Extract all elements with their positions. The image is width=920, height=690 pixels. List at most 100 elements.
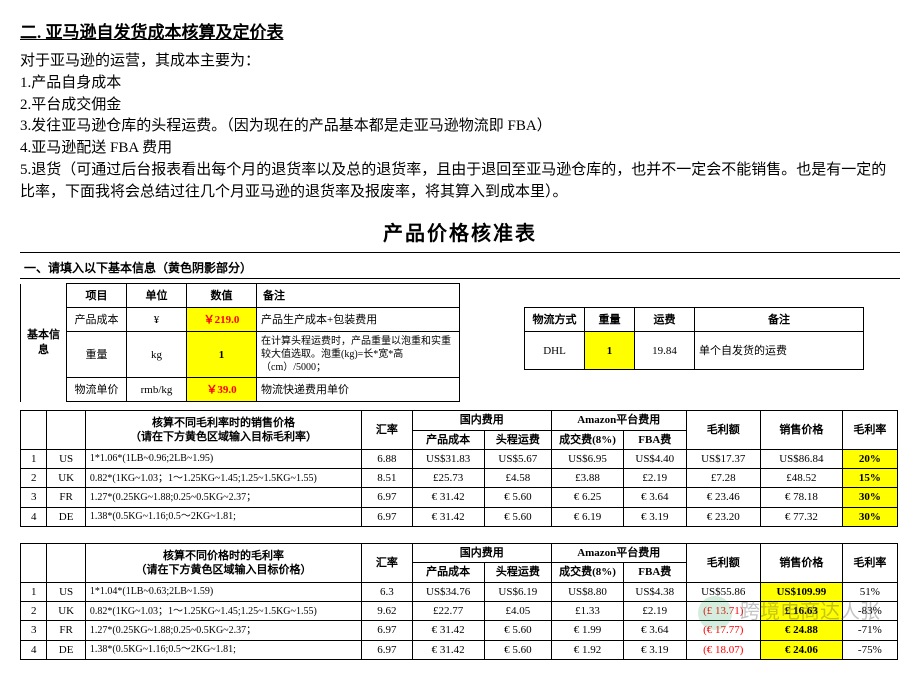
cell: 8.51 bbox=[362, 469, 412, 488]
col-header: 毛利额 bbox=[686, 411, 760, 450]
cell: US$8.80 bbox=[551, 582, 623, 601]
col-header: 汇率 bbox=[362, 544, 412, 583]
cell: 6.88 bbox=[362, 449, 412, 468]
cell: (€ 18.07) bbox=[686, 640, 760, 659]
col-header: 数值 bbox=[187, 284, 257, 308]
cell: UK bbox=[47, 601, 85, 620]
cell: 1*1.04*(1LB~0.63;2LB~1.59) bbox=[85, 582, 361, 601]
col-header: 成交费(8%) bbox=[551, 563, 623, 582]
cell[interactable]: 30% bbox=[842, 507, 897, 526]
table-row: 2UK0.82*(1KG~1.03；1～1.25KG~1.45;1.25~1.5… bbox=[21, 469, 898, 488]
basic-row: 重量 kg 1 在计算头程运费时，产品重量以泡重和实重较大值选取。泡重(kg)=… bbox=[21, 332, 460, 378]
col-header: Amazon平台费用 bbox=[551, 544, 686, 563]
intro-line: 1.产品自身成本 bbox=[20, 73, 900, 95]
cell: £4.05 bbox=[484, 601, 551, 620]
intro-text: 对于亚马逊的运营，其成本主要为： 1.产品自身成本 2.平台成交佣金 3.发往亚… bbox=[20, 51, 900, 203]
margin-rate-table: 核算不同价格时的毛利率 （请在下方黄色区域输入目标价格） 汇率 国内费用 Ama… bbox=[20, 543, 898, 660]
cell: € 6.25 bbox=[551, 488, 623, 507]
cell[interactable]: 15% bbox=[842, 469, 897, 488]
cell: € 23.46 bbox=[686, 488, 760, 507]
cell: € 31.42 bbox=[412, 507, 484, 526]
col-header: 备注 bbox=[695, 308, 864, 332]
cell: US$4.38 bbox=[624, 582, 686, 601]
input-cell[interactable]: ￥39.0 bbox=[187, 378, 257, 402]
cell[interactable]: £ 16.63 bbox=[761, 601, 843, 620]
cell: £22.77 bbox=[412, 601, 484, 620]
cell: 3 bbox=[21, 621, 47, 640]
cell[interactable]: € 24.06 bbox=[761, 640, 843, 659]
col-header: 毛利额 bbox=[686, 544, 760, 583]
cell: € 6.19 bbox=[551, 507, 623, 526]
col-header: 成交费(8%) bbox=[551, 430, 623, 449]
sales-price-table: 核算不同毛利率时的销售价格 （请在下方黄色区域输入目标毛利率） 汇率 国内费用 … bbox=[20, 410, 898, 527]
cell: US$31.83 bbox=[412, 449, 484, 468]
cell: (£ 13.71) bbox=[686, 601, 760, 620]
form-heading: 一、请填入以下基本信息（黄色阴影部分） bbox=[20, 253, 900, 278]
cell: € 31.42 bbox=[412, 640, 484, 659]
cell: 0.82*(1KG~1.03；1～1.25KG~1.45;1.25~1.5KG~… bbox=[85, 469, 361, 488]
cell: € 1.92 bbox=[551, 640, 623, 659]
cell: 51% bbox=[842, 582, 897, 601]
col-header: FBA费 bbox=[624, 563, 686, 582]
table-row: 1US1*1.04*(1LB~0.63;2LB~1.59)6.3US$34.76… bbox=[21, 582, 898, 601]
cell: -71% bbox=[842, 621, 897, 640]
input-cell[interactable]: ￥219.0 bbox=[187, 308, 257, 332]
cell: FR bbox=[47, 621, 85, 640]
basic-group-label: 基本信息 bbox=[21, 284, 67, 402]
cell: 1.38*(0.5KG~1.16;0.5～2KG~1.81; bbox=[85, 507, 361, 526]
col-header: 国内费用 bbox=[412, 411, 551, 430]
cell: US$4.40 bbox=[624, 449, 686, 468]
col-header: 项目 bbox=[67, 284, 127, 308]
basic-info-left-table: 基本信息 项目 单位 数值 备注 产品成本 ¥ ￥219.0 产品生产成本+包装… bbox=[20, 283, 460, 402]
cell: € 31.42 bbox=[412, 621, 484, 640]
cell: £7.28 bbox=[686, 469, 760, 488]
cell: US$17.37 bbox=[686, 449, 760, 468]
col-header: 单位 bbox=[127, 284, 187, 308]
col-header: 头程运费 bbox=[484, 430, 551, 449]
cell[interactable]: 20% bbox=[842, 449, 897, 468]
col-header: 毛利率 bbox=[842, 544, 897, 583]
col-header: 销售价格 bbox=[761, 411, 843, 450]
cell: £2.19 bbox=[624, 469, 686, 488]
cell: € 77.32 bbox=[761, 507, 843, 526]
cell: 0.82*(1KG~1.03；1～1.25KG~1.45;1.25~1.5KG~… bbox=[85, 601, 361, 620]
cell: 6.97 bbox=[362, 621, 412, 640]
col-header: 销售价格 bbox=[761, 544, 843, 583]
cell: € 1.99 bbox=[551, 621, 623, 640]
cell: € 3.19 bbox=[624, 507, 686, 526]
col-header: 产品成本 bbox=[412, 430, 484, 449]
cell: € 5.60 bbox=[484, 640, 551, 659]
cell: 2 bbox=[21, 469, 47, 488]
basic-row: 产品成本 ¥ ￥219.0 产品生产成本+包装费用 bbox=[21, 308, 460, 332]
input-cell[interactable]: 1 bbox=[585, 332, 635, 370]
cell: 1*1.06*(1LB~0.96;2LB~1.95) bbox=[85, 449, 361, 468]
cell: FR bbox=[47, 488, 85, 507]
col-header: 产品成本 bbox=[412, 563, 484, 582]
basic-info-right-table: 物流方式 重量 运费 备注 DHL 1 19.84 单个自发货的运费 bbox=[524, 307, 864, 370]
cell[interactable]: US$109.99 bbox=[761, 582, 843, 601]
cell: US bbox=[47, 449, 85, 468]
cell: € 31.42 bbox=[412, 488, 484, 507]
cell[interactable]: € 24.88 bbox=[761, 621, 843, 640]
intro-line: 2.平台成交佣金 bbox=[20, 95, 900, 117]
cell: US$5.67 bbox=[484, 449, 551, 468]
table-row: 3FR1.27*(0.25KG~1.88;0.25~0.5KG~2.37；6.9… bbox=[21, 621, 898, 640]
col-header: 头程运费 bbox=[484, 563, 551, 582]
input-cell[interactable]: 1 bbox=[187, 332, 257, 378]
cell[interactable]: 30% bbox=[842, 488, 897, 507]
col-header: 国内费用 bbox=[412, 544, 551, 563]
cell: US$6.95 bbox=[551, 449, 623, 468]
cell: US$86.84 bbox=[761, 449, 843, 468]
col-header: Amazon平台费用 bbox=[551, 411, 686, 430]
cell: € 5.60 bbox=[484, 507, 551, 526]
cell: 9.62 bbox=[362, 601, 412, 620]
basic-row: 物流单价 rmb/kg ￥39.0 物流快递费用单价 bbox=[21, 378, 460, 402]
cell: € 78.18 bbox=[761, 488, 843, 507]
cell: 6.97 bbox=[362, 488, 412, 507]
table-row: 3FR1.27*(0.25KG~1.88;0.25~0.5KG~2.37；6.9… bbox=[21, 488, 898, 507]
intro-line: 3.发往亚马逊仓库的头程运费。（因为现在的产品基本都是走亚马逊物流即 FBA） bbox=[20, 116, 900, 138]
cell: 6.97 bbox=[362, 507, 412, 526]
cell: 3 bbox=[21, 488, 47, 507]
cell: 6.3 bbox=[362, 582, 412, 601]
cell: US$34.76 bbox=[412, 582, 484, 601]
